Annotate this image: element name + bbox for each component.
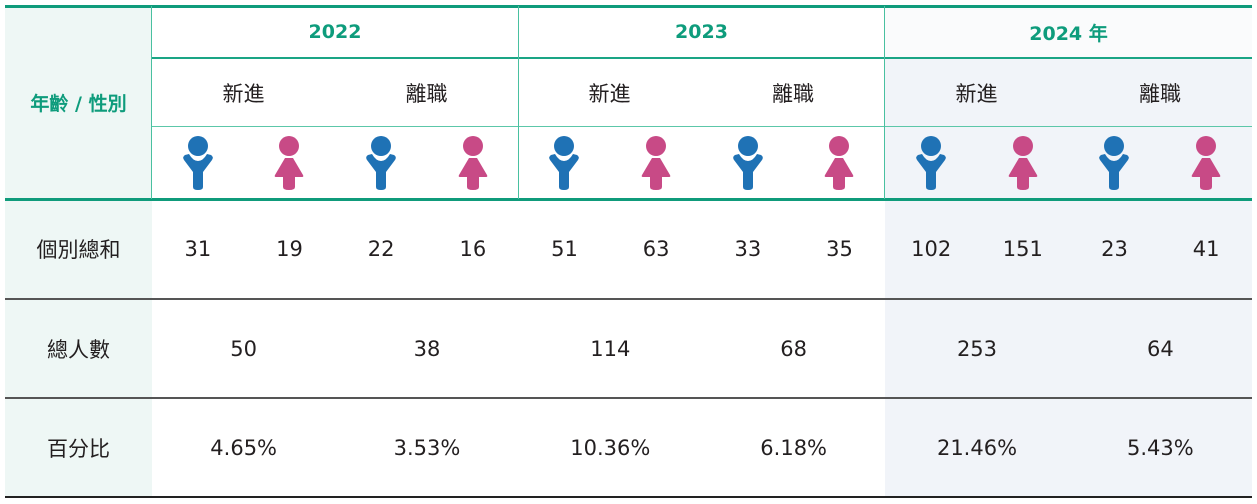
table-cell: 16 (459, 236, 487, 261)
female-icon (244, 127, 336, 199)
male-icon (702, 127, 794, 199)
table-cell: 50 (230, 336, 258, 361)
year-2024-highlight-bg (885, 58, 1252, 498)
subheader-2023-resignations: 離職 (772, 81, 814, 106)
table-cell: 10.36% (570, 435, 651, 460)
row-label-individual-total: 個別總和 (36, 237, 121, 262)
female-icon (610, 127, 702, 199)
table-cell: 41 (1192, 236, 1220, 261)
row-label-column-bg (5, 6, 152, 498)
total-count-row: 50 38 114 68 253 64 (152, 299, 1252, 398)
corner-divider (151, 6, 152, 199)
female-icon (794, 127, 886, 199)
row-divider-1 (5, 298, 1252, 300)
subheader-2024-resignations: 離職 (1139, 81, 1181, 106)
table-cell: 5.43% (1126, 435, 1194, 460)
table-cell: 68 (780, 336, 808, 361)
table-bottom-border (5, 496, 1252, 498)
male-icon (1069, 127, 1161, 199)
subheader-2022-resignations: 離職 (405, 81, 448, 106)
table-cell: 21.46% (936, 435, 1018, 460)
year-header-2023: 2023 (675, 21, 728, 43)
table-cell: 64 (1146, 336, 1174, 361)
header-bottom-border (5, 198, 1252, 201)
year-divider-2023-2024 (884, 6, 885, 199)
female-icon (427, 127, 519, 199)
table-cell: 114 (590, 336, 631, 361)
year-divider-2022-2023 (518, 6, 519, 199)
table-cell: 38 (413, 336, 441, 361)
table-cell: 4.65% (210, 435, 278, 460)
subheader-2024-new-hires: 新進 (955, 81, 998, 106)
table-cell: 33 (734, 236, 762, 261)
employee-turnover-table: 年齡 / 性別 2022 2023 2024 年 新進 離職 新進 離職 新進 … (5, 5, 1252, 498)
subheader-divider (152, 126, 1252, 127)
table-cell: 22 (367, 236, 395, 261)
table-cell: 19 (276, 236, 303, 261)
table-cell: 102 (911, 236, 952, 261)
row-divider-2 (5, 397, 1252, 399)
year-header-divider (152, 57, 1252, 59)
row-label-percentage: 百分比 (47, 436, 110, 461)
table-cell: 35 (826, 236, 853, 261)
table-cell: 63 (642, 236, 670, 261)
table-top-border (5, 5, 1252, 8)
corner-header-age-gender: 年齡 / 性別 (30, 93, 127, 115)
year-header-2024: 2024 年 (1029, 22, 1108, 45)
male-icon (885, 127, 977, 199)
individual-total-row: 31 19 22 16 51 63 33 35 102 151 23 41 (152, 199, 1252, 298)
male-icon (152, 127, 244, 199)
subheader-2022-new-hires: 新進 (222, 81, 265, 106)
table-cell: 253 (956, 336, 998, 361)
table-cell: 3.53% (393, 435, 461, 460)
row-label-total-count: 總人數 (47, 337, 110, 362)
table-cell: 31 (184, 236, 212, 261)
male-icon (519, 127, 611, 199)
year-2024-header-bg (885, 6, 1252, 58)
male-icon (335, 127, 427, 199)
table-cell: 151 (1002, 236, 1043, 261)
year-header-2022: 2022 (308, 21, 362, 43)
table-cell: 51 (551, 236, 578, 261)
table-cell: 6.18% (760, 435, 828, 460)
percentage-row: 4.65% 3.53% 10.36% 6.18% 21.46% 5.43% (152, 398, 1252, 497)
gender-icon-row (152, 127, 1252, 199)
subheader-2023-new-hires: 新進 (588, 81, 631, 106)
table-cell: 23 (1101, 236, 1128, 261)
female-icon (1160, 127, 1252, 199)
female-icon (977, 127, 1069, 199)
